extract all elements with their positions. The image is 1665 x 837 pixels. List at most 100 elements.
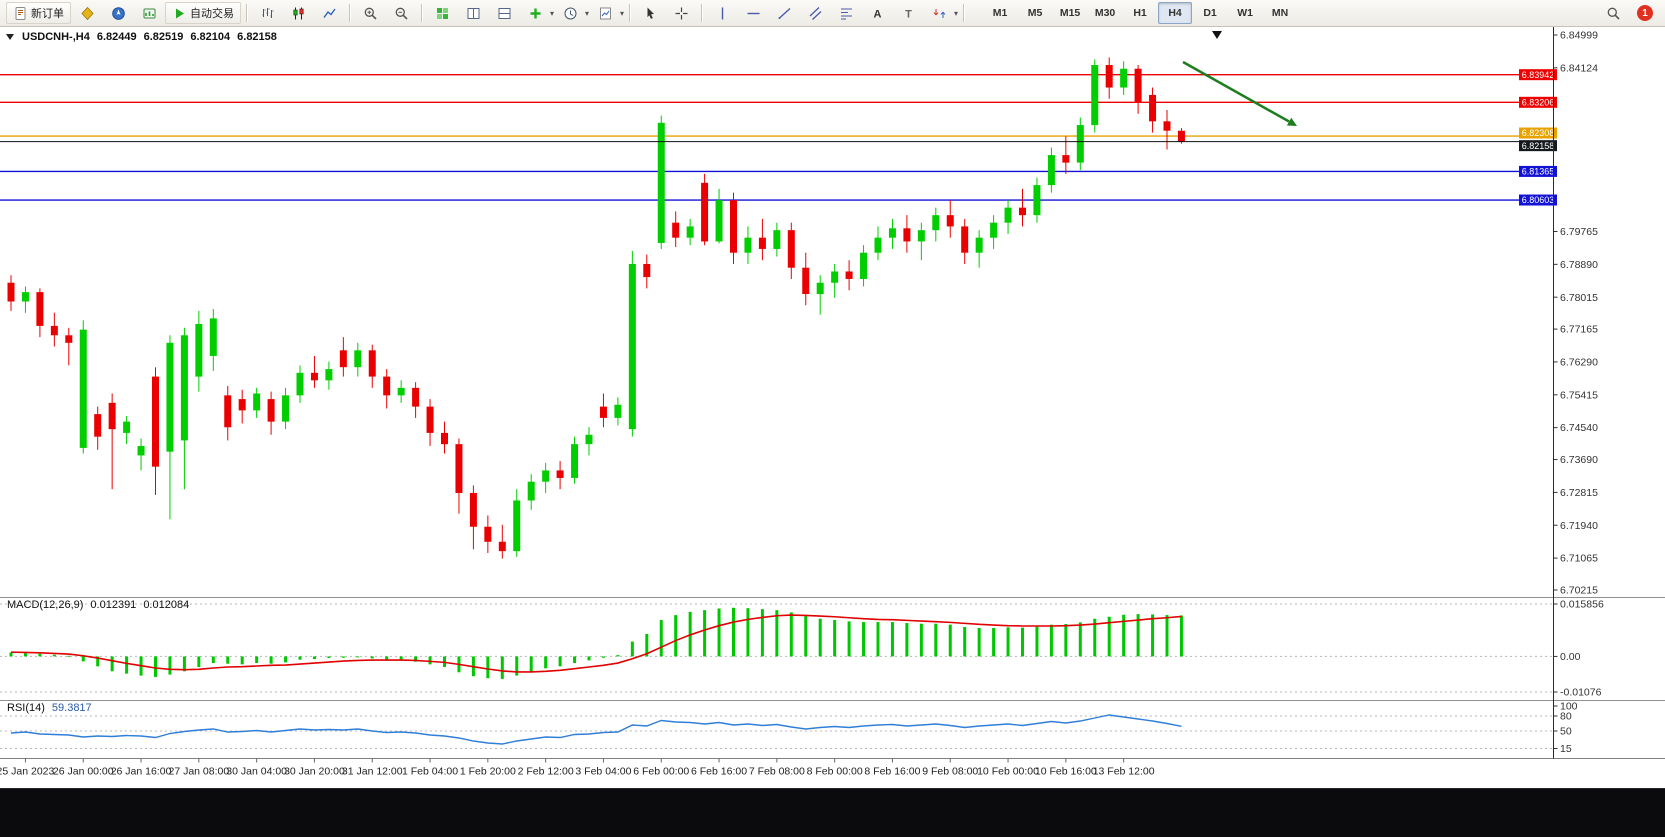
cursor-icon	[647, 7, 654, 19]
cursor-button[interactable]	[635, 1, 665, 25]
candle	[137, 438, 145, 471]
trend-arrow[interactable]	[1182, 60, 1297, 126]
timeframe-button-mn[interactable]: MN	[1271, 7, 1289, 19]
periods-button[interactable]	[555, 1, 585, 25]
notification-badge[interactable]: 1	[1637, 5, 1653, 21]
label-tool-button[interactable]: T	[893, 1, 923, 25]
candle-body	[7, 282, 15, 302]
templates-button[interactable]	[590, 1, 620, 25]
candle	[123, 415, 131, 445]
candle-body	[1076, 125, 1084, 163]
candlestick-button[interactable]	[283, 1, 313, 25]
add-indicator-caret-icon[interactable]: ▾	[550, 8, 555, 18]
candle	[238, 389, 246, 424]
horizontal-line-button[interactable]	[738, 1, 768, 25]
svg-text:100: 100	[1560, 701, 1578, 713]
candle	[253, 387, 261, 418]
candle-body	[1120, 68, 1128, 88]
candle-body	[152, 376, 159, 467]
candle-body	[368, 350, 376, 377]
auto-trading-button[interactable]: 自动交易	[165, 2, 241, 24]
vertical-line-button[interactable]	[707, 1, 737, 25]
candle-body	[79, 329, 87, 448]
candle	[484, 515, 492, 554]
add-indicator-button[interactable]	[520, 1, 550, 25]
candle-body	[1091, 64, 1099, 126]
line-chart-icon	[322, 8, 336, 18]
new-order-button[interactable]: 新订单	[6, 2, 71, 24]
candle	[441, 421, 448, 454]
candle-body	[209, 318, 217, 356]
candle	[628, 250, 636, 437]
svg-text:27 Jan 08:00: 27 Jan 08:00	[168, 766, 229, 778]
play-icon	[176, 8, 184, 18]
horizontal-level-lines[interactable]	[0, 73, 1554, 201]
svg-text:A: A	[873, 8, 881, 20]
candle-body	[108, 402, 116, 430]
svg-text:8 Feb 16:00: 8 Feb 16:00	[864, 766, 920, 778]
timeframe-button-h4[interactable]: H4	[1158, 2, 1193, 24]
trendline-icon	[778, 7, 791, 19]
candle-body	[50, 325, 58, 336]
svg-text:6.80603: 6.80603	[1522, 195, 1555, 205]
timeframe-button-m5[interactable]: M5	[1027, 7, 1043, 19]
bar-chart-button[interactable]	[252, 1, 282, 25]
timeframe-button-h1[interactable]: H1	[1133, 7, 1147, 19]
candle	[1062, 136, 1070, 174]
down-triangle-marker	[1212, 31, 1222, 39]
price-tag: 6.82158	[1519, 140, 1557, 152]
svg-text:8 Feb 00:00: 8 Feb 00:00	[807, 766, 863, 778]
fibonacci-button[interactable]	[831, 1, 861, 25]
templates-caret-icon[interactable]: ▾	[620, 8, 625, 18]
candle-body	[65, 335, 73, 343]
candle	[672, 211, 680, 248]
candle-body	[1105, 64, 1113, 88]
arrowhead	[1286, 117, 1297, 126]
candle	[975, 230, 983, 268]
candle	[513, 489, 521, 557]
line-chart-button[interactable]	[314, 1, 344, 25]
navigator-button[interactable]	[103, 1, 133, 25]
timeframe-button-m30[interactable]: M30	[1094, 7, 1116, 19]
timeframe-button-m15[interactable]: M15	[1059, 7, 1081, 19]
price-chart[interactable]: 6.84999 6.84124 6.79765 6.78890 6.78015 6.771…	[0, 27, 1665, 789]
candle	[195, 310, 203, 392]
macd-signal-line	[10, 614, 1182, 673]
vertical-line-icon	[721, 7, 723, 19]
candle	[730, 192, 737, 264]
channel-button[interactable]	[800, 1, 830, 25]
indicators-list-button[interactable]	[427, 1, 457, 25]
tile-windows-vertical-button[interactable]	[458, 1, 488, 25]
candle-body	[513, 500, 521, 552]
candle	[383, 369, 391, 409]
candle	[556, 461, 564, 490]
candle-body	[672, 222, 680, 238]
trendline-button[interactable]	[769, 1, 799, 25]
timeframe-button-d1[interactable]: D1	[1203, 7, 1217, 19]
timeframe-button-w1[interactable]: W1	[1237, 7, 1253, 19]
timeframe-button-m1[interactable]: M1	[992, 7, 1008, 19]
candle	[1163, 110, 1171, 150]
candle-body	[643, 263, 651, 278]
market-watch-button[interactable]	[72, 1, 102, 25]
taskbar[interactable]	[0, 788, 1665, 837]
candle-body	[1004, 207, 1012, 223]
zoom-in-button[interactable]	[355, 1, 385, 25]
candle-body	[730, 200, 737, 253]
crosshair-button[interactable]	[666, 1, 696, 25]
candle	[310, 355, 318, 388]
periods-caret-icon[interactable]: ▾	[585, 8, 590, 18]
text-tool-button[interactable]: A	[862, 1, 892, 25]
arrows-tool-button[interactable]	[924, 1, 954, 25]
toolbar-separator	[349, 4, 350, 22]
candle-body	[1163, 121, 1171, 131]
arrows-caret-icon[interactable]: ▾	[954, 8, 959, 18]
terminal-button[interactable]	[134, 1, 164, 25]
candle	[455, 438, 463, 514]
svg-text:1 Feb 20:00: 1 Feb 20:00	[460, 766, 516, 778]
svg-text:6.75415: 6.75415	[1560, 389, 1598, 401]
zoom-out-button[interactable]	[386, 1, 416, 25]
tile-windows-horizontal-button[interactable]	[489, 1, 519, 25]
search-button[interactable]	[1598, 1, 1628, 25]
